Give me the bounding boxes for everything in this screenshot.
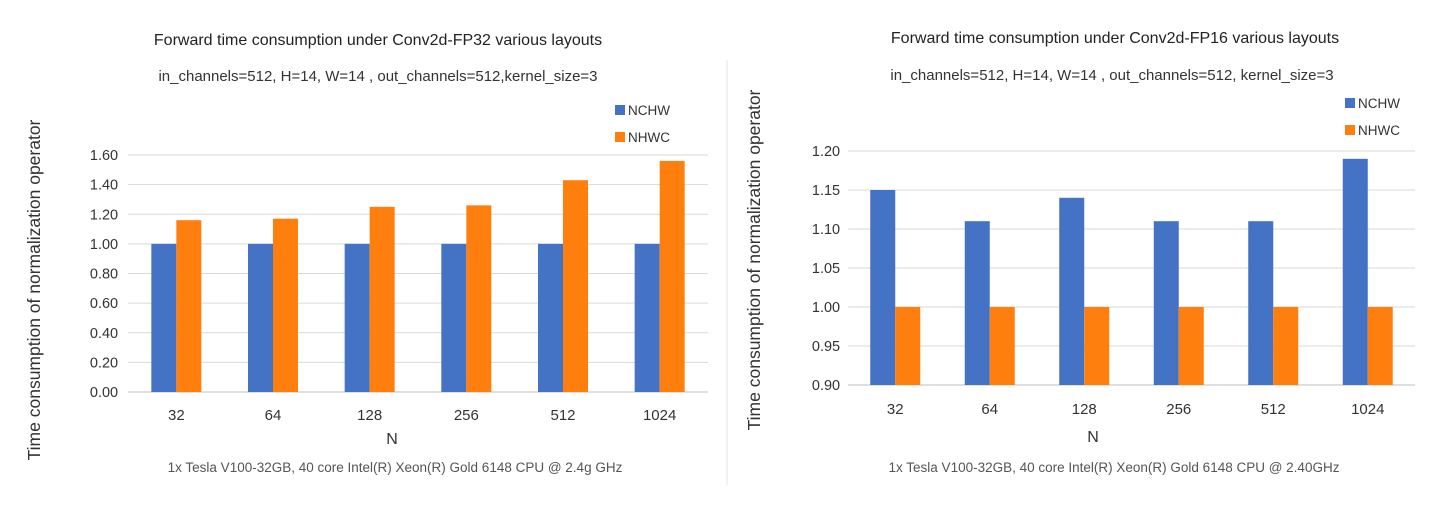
y-tick-label: 0.20 — [90, 355, 118, 371]
bar-nchw-32 — [870, 190, 896, 385]
x-tick-label: 256 — [454, 407, 479, 424]
legend-label-nhwc: NHWC — [1358, 123, 1400, 138]
bar-nhwc-32 — [895, 307, 921, 385]
y-axis-label: Time consumption of normalization operat… — [24, 119, 44, 460]
y-tick-label: 0.60 — [90, 296, 118, 312]
y-tick-label: 0.00 — [90, 385, 118, 401]
bar-nhwc-1024 — [1367, 307, 1393, 385]
bar-nchw-256 — [1153, 221, 1179, 385]
bar-nhwc-64 — [989, 307, 1015, 385]
bar-nhwc-128 — [369, 206, 395, 392]
x-tick-label: 64 — [981, 401, 998, 418]
x-axis-label: N — [386, 431, 398, 448]
y-tick-label: 0.40 — [90, 326, 118, 342]
bar-nhwc-512 — [563, 180, 588, 392]
y-tick-label: 1.20 — [90, 207, 118, 223]
legend-swatch-nhwc — [1345, 125, 1355, 135]
bar-nchw-512 — [538, 243, 563, 392]
y-axis-label: Time consumption of normalization operat… — [744, 89, 764, 430]
bar-nhwc-1024 — [659, 160, 685, 392]
bar-nchw-1024 — [634, 243, 660, 392]
y-tick-label: 1.10 — [812, 222, 840, 238]
x-tick-label: 64 — [265, 407, 282, 424]
plot-area: 0.00 0.20 0.40 0.60 0.80 1.00 1.20 1.40 1.60 32 64… — [90, 148, 708, 424]
x-tick-label: 512 — [1261, 401, 1286, 418]
bar-nhwc-128 — [1084, 307, 1110, 385]
legend-swatch-nchw — [615, 105, 625, 115]
fp32-chart: Forward time consumption under Conv2d-FP… — [24, 32, 708, 475]
bar-nchw-512 — [1248, 221, 1274, 385]
legend-swatch-nchw — [1345, 98, 1355, 108]
plot-area: 0.90 0.95 1.00 1.05 1.10 1.15 1.20 32 64 128 256 51… — [812, 144, 1415, 418]
x-tick-label: 128 — [1072, 401, 1097, 418]
bar-nchw-1024 — [1342, 158, 1368, 385]
bar-nhwc-64 — [273, 218, 298, 392]
chart-subtitle: in_channels=512, H=14, W=14 , out_channe… — [890, 67, 1333, 84]
bar-nchw-32 — [151, 243, 177, 392]
chart-title: Forward time consumption under Conv2d-FP… — [891, 30, 1339, 47]
bar-nchw-64 — [248, 243, 273, 392]
legend: NCHW NHWC — [615, 103, 670, 145]
y-tick-label: 1.00 — [812, 300, 840, 316]
legend-label-nchw: NCHW — [628, 103, 670, 118]
x-tick-label: 1024 — [1351, 401, 1384, 418]
y-tick-label: 1.60 — [90, 148, 118, 164]
y-tick-label: 0.90 — [812, 378, 840, 394]
y-tick-label: 1.20 — [812, 144, 840, 160]
chart-footnote: 1x Tesla V100-32GB, 40 core Intel(R) Xeo… — [889, 460, 1340, 475]
legend-label-nchw: NCHW — [1358, 96, 1400, 111]
bar-nchw-64 — [964, 221, 990, 385]
y-tick-label: 0.95 — [812, 339, 840, 355]
x-tick-label: 512 — [550, 407, 575, 424]
legend-swatch-nhwc — [615, 132, 625, 142]
fp16-chart: Forward time consumption under Conv2d-FP… — [744, 30, 1415, 475]
y-tick-label: 0.80 — [90, 267, 118, 283]
bar-nchw-128 — [344, 243, 370, 392]
chart-title: Forward time consumption under Conv2d-FP… — [154, 32, 602, 49]
x-tick-label: 1024 — [643, 407, 676, 424]
x-axis-label: N — [1087, 429, 1099, 446]
x-tick-label: 32 — [887, 401, 904, 418]
bar-nhwc-256 — [1178, 307, 1204, 385]
x-tick-label: 128 — [357, 407, 382, 424]
bar-nhwc-512 — [1273, 307, 1299, 385]
chart-subtitle: in_channels=512, H=14, W=14 , out_channe… — [158, 68, 597, 85]
legend: NCHW NHWC — [1345, 96, 1400, 138]
legend-label-nhwc: NHWC — [628, 130, 670, 145]
bar-nchw-256 — [441, 243, 467, 392]
y-tick-label: 1.15 — [812, 183, 840, 199]
bar-nhwc-256 — [466, 205, 492, 392]
y-tick-label: 1.05 — [812, 261, 840, 277]
x-tick-label: 256 — [1166, 401, 1191, 418]
y-tick-label: 1.40 — [90, 178, 118, 194]
y-tick-label: 1.00 — [90, 237, 118, 253]
bar-nhwc-32 — [176, 220, 202, 392]
chart-footnote: 1x Tesla V100-32GB, 40 core Intel(R) Xeo… — [168, 460, 623, 475]
bar-nchw-128 — [1059, 197, 1085, 385]
x-tick-label: 32 — [168, 407, 185, 424]
